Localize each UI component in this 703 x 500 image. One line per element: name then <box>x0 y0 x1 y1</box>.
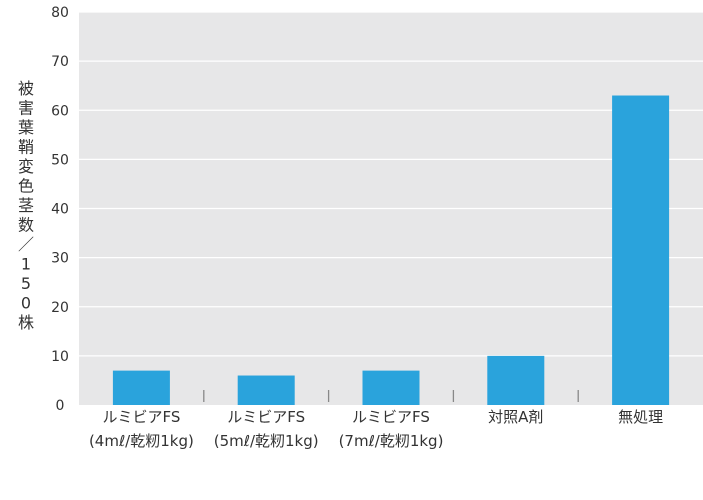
x-axis-category-labels: ルミビアFS (4mℓ/乾籾1kg) ルミビアFS (5mℓ/乾籾1kg) ルミビアFS… <box>89 408 663 450</box>
bar <box>487 355 545 405</box>
y-axis-label-char: 茎 <box>18 196 34 215</box>
y-axis-label-char: 1 <box>21 255 31 274</box>
y-axis-label-char: 数 <box>18 216 34 235</box>
y-axis-label-char: 0 <box>21 294 31 313</box>
y-tick-label: 30 <box>51 251 69 267</box>
x-category-label: ルミビアFS <box>227 408 305 426</box>
bar <box>612 95 670 405</box>
gridlines <box>79 11 703 357</box>
y-axis-label-char: 鞘 <box>18 138 34 157</box>
x-category-sublabel: (5mℓ/乾籾1kg) <box>214 432 319 450</box>
y-tick-label: 0 <box>56 398 65 414</box>
y-tick-label: 20 <box>51 300 69 316</box>
y-tick-label: 10 <box>51 349 69 365</box>
x-category-label: ルミビアFS <box>102 408 180 426</box>
y-axis-label-char: 株 <box>18 313 34 332</box>
x-category-label: ルミビアFS <box>352 408 430 426</box>
x-axis-tick-marks <box>203 390 579 402</box>
y-tick-label: 40 <box>51 202 69 218</box>
y-tick-label: 50 <box>51 152 69 168</box>
x-category-label: 無処理 <box>618 408 663 426</box>
bar <box>237 375 295 405</box>
x-category-sublabel: (4mℓ/乾籾1kg) <box>89 432 194 450</box>
y-tick-label: 80 <box>51 5 69 21</box>
y-axis-label-char: 被 <box>18 79 34 98</box>
x-category-label: 対照A剤 <box>488 408 543 426</box>
y-axis-label-char: 変 <box>18 157 34 176</box>
x-category-sublabel: (7mℓ/乾籾1kg) <box>339 432 444 450</box>
y-axis-tick-labels: 0 10 20 30 40 50 60 70 80 <box>51 5 69 414</box>
y-tick-label: 60 <box>51 103 69 119</box>
bars <box>112 95 670 405</box>
bar <box>112 370 170 405</box>
y-axis-label-char: ／ <box>18 235 34 254</box>
y-axis-label-char: 害 <box>18 99 34 118</box>
y-axis-label-char: 葉 <box>18 118 34 137</box>
y-axis-label-char: 色 <box>18 177 34 196</box>
y-tick-label: 70 <box>51 54 69 70</box>
y-axis-label-char: 5 <box>21 274 31 293</box>
bar <box>362 370 420 405</box>
